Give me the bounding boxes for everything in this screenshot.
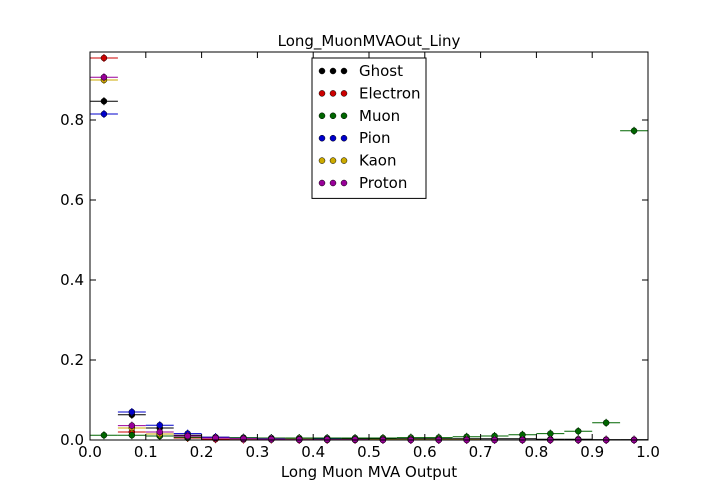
legend-label: Proton [359,174,407,192]
legend-marker [340,112,348,120]
data-point [630,127,638,135]
legend-marker [318,67,326,75]
legend-label: Muon [359,107,400,125]
data-point [128,408,136,416]
legend-marker [318,157,326,164]
data-point [547,430,554,437]
legend-label: Electron [359,84,421,102]
data-point [602,419,610,427]
legend-marker [329,112,337,120]
axes: 0.0 0.1 0.2 0.3 0.4 0.5 0.6 0.7 0.8 0.9 1.0 0.0 0.2 0… [60,51,660,461]
data-point [184,432,191,440]
legend-marker [318,112,326,120]
x-tick-label: 1.0 [636,443,660,461]
data-point [128,422,136,429]
legend-marker [329,90,337,97]
x-tick-label: 0.7 [469,443,493,461]
chart-title: Long_MuonMVAOut_Liny [278,32,461,51]
legend-marker [329,67,337,75]
data-point [156,421,163,429]
legend-marker [340,67,348,75]
legend-label: Kaon [359,152,396,170]
legend: Ghost Electron Muon Pion Kaon Proton [311,57,427,199]
data-point [100,97,108,105]
x-tick-label: 0.4 [301,443,325,461]
legend-marker [318,134,326,142]
legend-box [311,57,427,199]
x-tick-label: 0.2 [190,443,214,461]
data-point [268,435,275,443]
legend-marker [329,179,337,187]
x-tick-label: 0.6 [413,443,437,461]
legend-marker [340,157,348,164]
x-tick-label: 0.9 [580,443,604,461]
data-point [100,73,108,81]
y-tick-label: 0.8 [60,111,84,129]
legend-entry-kaon: Kaon [318,152,396,170]
y-tick-label: 0.6 [60,191,84,209]
legend-marker [318,179,326,187]
legend-marker [329,134,337,142]
legend-marker [340,90,348,97]
legend-entry-pion: Pion [318,129,391,147]
data-point [575,427,582,435]
x-tick-label: 0.3 [245,443,269,461]
x-axis-label: Long Muon MVA Output [281,463,457,481]
x-tick-label: 0.8 [524,443,548,461]
x-tick-label: 0.5 [357,443,381,461]
legend-marker [340,134,348,142]
legend-entry-electron: Electron [318,84,421,102]
data-point [156,428,163,436]
legend-label: Pion [359,129,391,147]
legend-label: Ghost [359,62,403,80]
legend-entry-muon: Muon [318,107,400,125]
data-point [100,431,108,439]
legend-marker [329,157,337,164]
data-point [240,435,247,443]
x-tick-label: 0.0 [78,443,102,461]
legend-entry-proton: Proton [318,174,407,192]
y-tick-label: 0.4 [60,271,84,289]
y-tick-label: 0.2 [60,351,84,369]
legend-entry-ghost: Ghost [318,62,403,80]
legend-marker [318,90,326,97]
legend-marker [340,179,348,187]
y-tick-label: 0.0 [60,431,84,449]
data-point [100,110,108,118]
data-point [128,431,136,439]
x-tick-label: 0.1 [134,443,158,461]
data-point [100,54,108,62]
